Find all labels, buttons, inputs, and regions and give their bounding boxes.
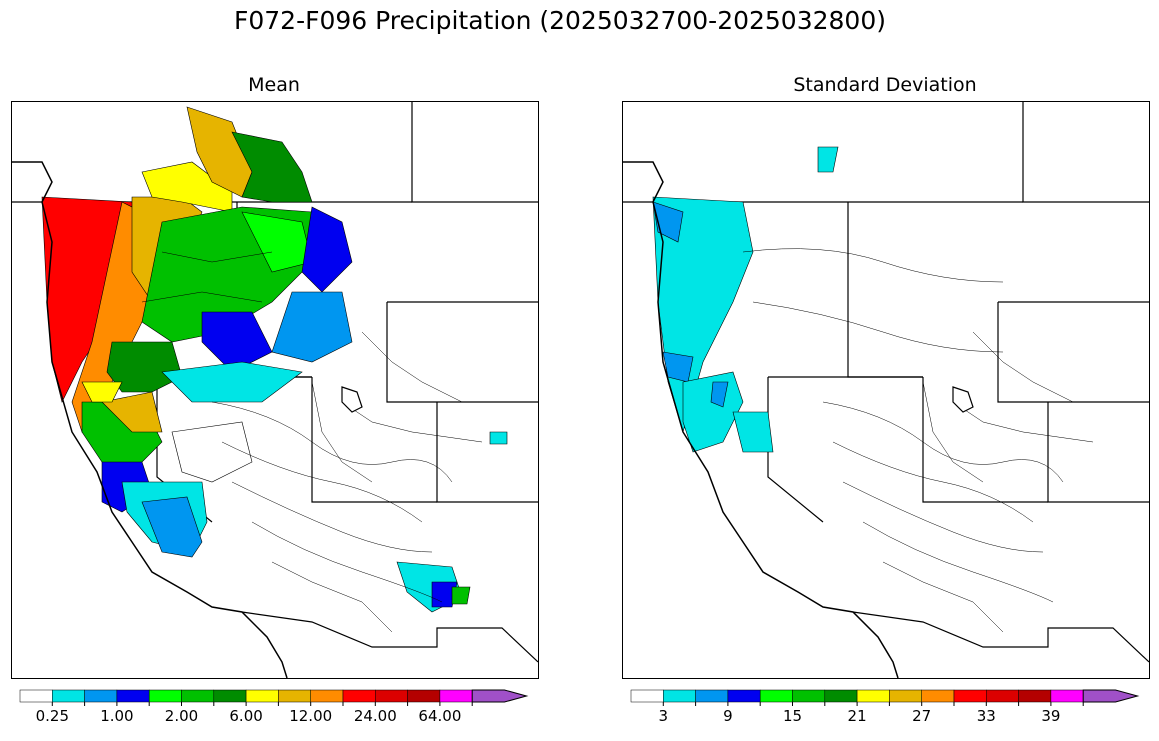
colorbar-tick-label: 27 xyxy=(912,707,931,725)
colorbar-tick-label: 12.00 xyxy=(289,707,332,725)
map-stddev-svg xyxy=(623,102,1149,678)
map-mean xyxy=(11,101,539,679)
colorbar-swatch xyxy=(630,689,664,703)
colorbar-swatch xyxy=(19,689,53,703)
colorbar-swatch xyxy=(84,689,118,703)
colorbar-tick-label: 39 xyxy=(1041,707,1060,725)
colorbar-tick-label: 1.00 xyxy=(100,707,133,725)
map-mean-svg xyxy=(12,102,538,678)
lake-outline xyxy=(341,386,363,413)
figure-title: F072-F096 Precipitation (2025032700-2025… xyxy=(233,6,886,35)
colorbar-swatch xyxy=(921,689,955,703)
lake-outline xyxy=(952,386,974,413)
colorbar-swatch xyxy=(953,689,987,703)
colorbar-swatch xyxy=(986,689,1019,703)
colorbar-swatch xyxy=(116,689,150,703)
colorbar-swatch xyxy=(148,689,182,703)
basin-fills xyxy=(41,106,508,613)
colorbar-extend-arrow xyxy=(471,689,529,703)
map-stddev xyxy=(622,101,1150,679)
panel-title-mean: Mean xyxy=(248,74,300,96)
colorbar-swatch xyxy=(342,689,376,703)
coastline xyxy=(623,161,899,678)
colorbar-tick-label: 21 xyxy=(848,707,867,725)
colorbar-swatch xyxy=(792,689,826,703)
colorbar-swatch xyxy=(824,689,858,703)
colorbar-swatch xyxy=(310,689,344,703)
colorbar-swatch xyxy=(181,689,215,703)
colorbar-swatch xyxy=(1018,689,1052,703)
colorbar-swatch xyxy=(52,689,85,703)
coastline xyxy=(12,161,288,678)
colorbar-swatch xyxy=(278,689,311,703)
basin-fills xyxy=(652,146,839,453)
colorbar-swatch xyxy=(663,689,696,703)
colorbar-stddev: 3 9 15 21 27 33 39 xyxy=(630,689,1140,725)
colorbar-tick-label: 0.25 xyxy=(36,707,69,725)
colorbar-tick-label: 2.00 xyxy=(165,707,198,725)
colorbar-swatch xyxy=(407,689,441,703)
colorbar-tick-label: 6.00 xyxy=(229,707,262,725)
colorbar-tick-label: 15 xyxy=(783,707,802,725)
panel-title-stddev: Standard Deviation xyxy=(793,74,977,96)
colorbar-mean: 0.25 1.00 2.00 6.00 12.00 24.00 64.00 xyxy=(19,689,529,725)
colorbar-tick-label: 33 xyxy=(977,707,996,725)
colorbar-tick-label: 64.00 xyxy=(418,707,461,725)
basin-outlines xyxy=(742,248,1094,633)
colorbar-tick-label: 24.00 xyxy=(354,707,397,725)
colorbar-swatch xyxy=(856,689,890,703)
colorbar-tick-label: 9 xyxy=(723,707,733,725)
basin-outlines xyxy=(141,251,483,633)
colorbar-swatch xyxy=(213,689,247,703)
colorbar-swatch xyxy=(727,689,761,703)
colorbar-swatch xyxy=(759,689,793,703)
colorbar-swatch xyxy=(245,689,279,703)
colorbar-extend-arrow xyxy=(1082,689,1140,703)
colorbar-tick-label: 3 xyxy=(659,707,669,725)
colorbar-swatch xyxy=(1050,689,1084,703)
colorbar-swatch xyxy=(889,689,922,703)
colorbar-swatch xyxy=(695,689,729,703)
colorbar-swatch xyxy=(439,689,473,703)
colorbar-swatch xyxy=(375,689,408,703)
